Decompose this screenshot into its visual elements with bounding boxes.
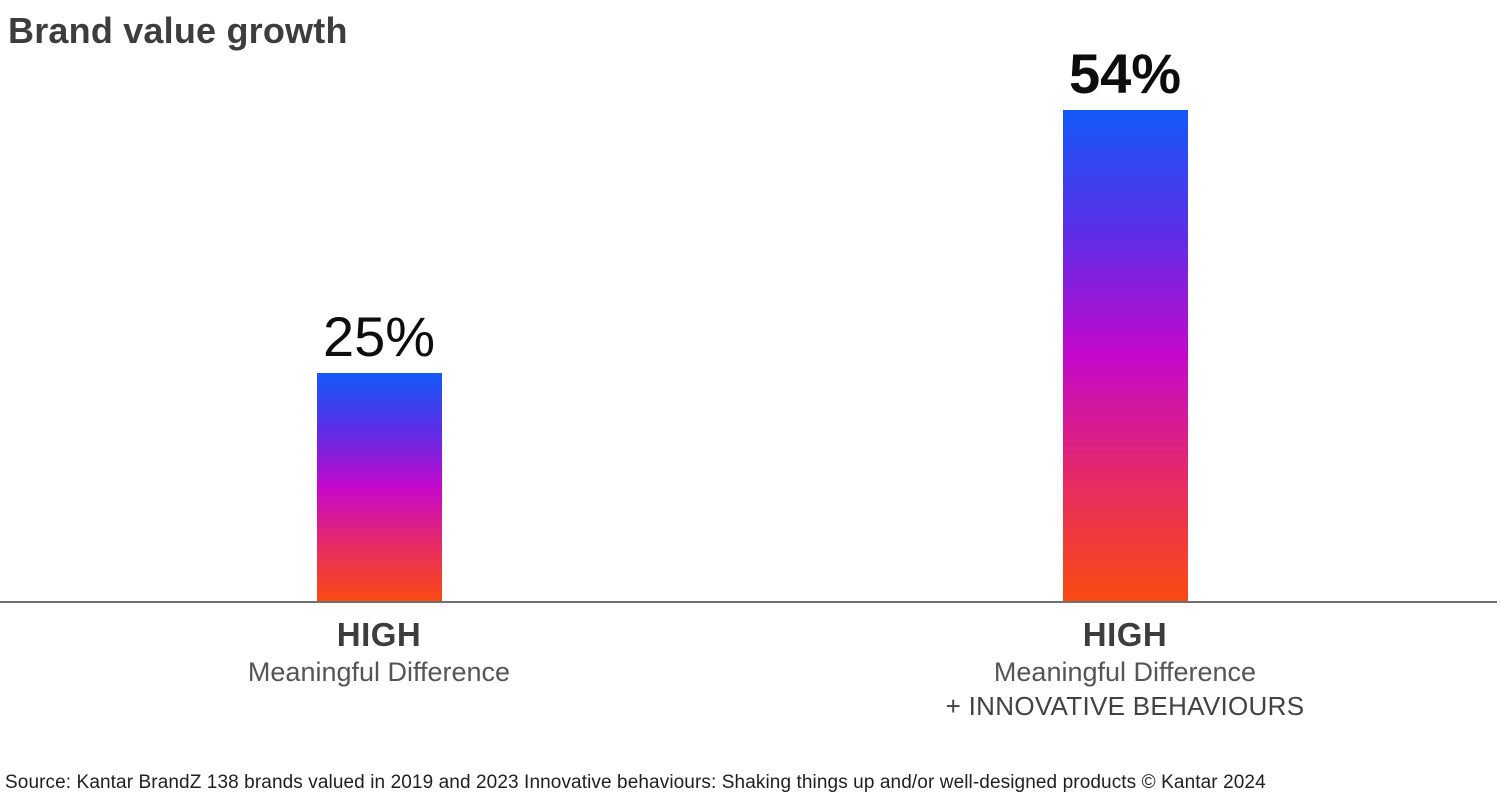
bar-high-meaningful-difference-innovative [1063, 110, 1188, 601]
bar-value-label-25: 25% [322, 305, 436, 368]
bar-high-meaningful-difference [317, 373, 442, 601]
category-right-line2: Meaningful Difference [993, 657, 1257, 688]
category-right-line3: + INNOVATIVE BEHAVIOURS [945, 691, 1305, 722]
page-title: Brand value growth [8, 10, 348, 51]
category-left-line2: Meaningful Difference [247, 657, 511, 688]
x-axis-line [0, 601, 1497, 603]
category-label-left: HIGH Meaningful Difference [154, 614, 604, 690]
source-attribution: Source: Kantar BrandZ 138 brands valued … [5, 772, 1266, 793]
category-left-line1: HIGH [336, 616, 422, 653]
category-label-right: HIGH Meaningful Difference + INNOVATIVE … [900, 614, 1350, 724]
bar-value-label-54: 54% [1068, 42, 1182, 105]
category-right-line1: HIGH [1082, 616, 1168, 653]
